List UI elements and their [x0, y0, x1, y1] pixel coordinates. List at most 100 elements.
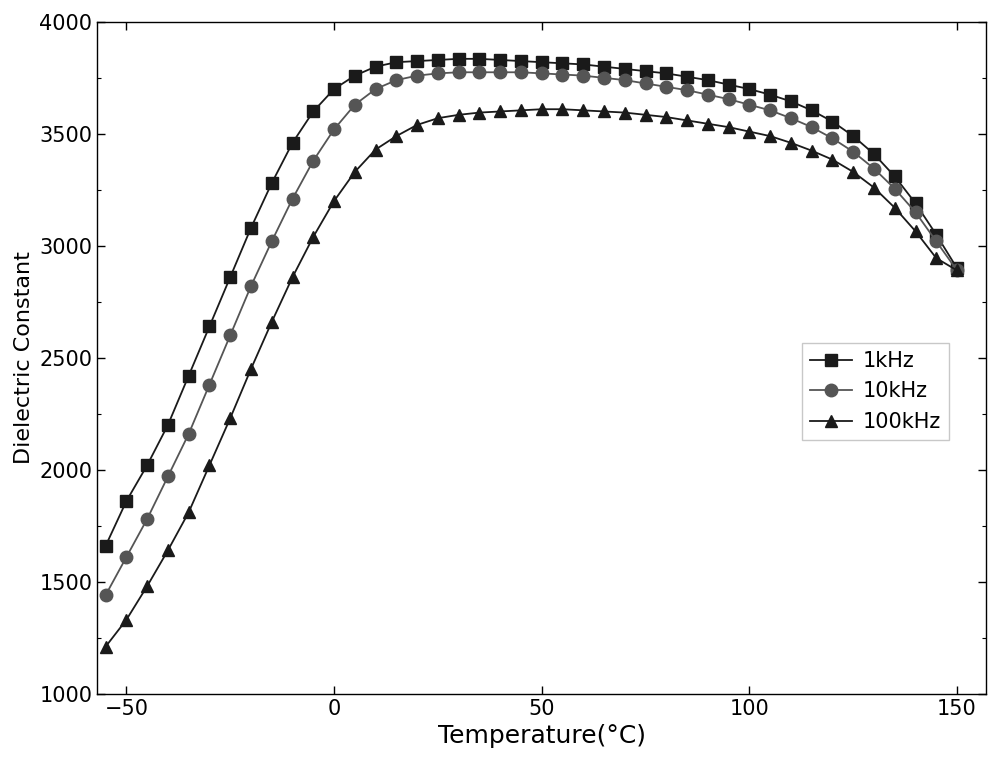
Line: 1kHz: 1kHz	[99, 53, 963, 552]
1kHz	[287, 138, 299, 147]
1kHz	[349, 71, 361, 80]
100kHz	[411, 120, 423, 130]
100kHz	[536, 104, 548, 114]
100kHz	[266, 318, 278, 327]
10kHz	[120, 552, 132, 562]
100kHz	[349, 168, 361, 177]
10kHz	[930, 237, 942, 246]
100kHz	[390, 132, 402, 141]
100kHz	[224, 414, 236, 423]
10kHz	[619, 75, 631, 85]
10kHz	[598, 73, 610, 82]
10kHz	[660, 82, 672, 91]
100kHz	[162, 546, 174, 555]
10kHz	[432, 69, 444, 78]
Line: 100kHz: 100kHz	[99, 103, 963, 653]
1kHz	[390, 58, 402, 67]
10kHz	[328, 125, 340, 134]
1kHz	[889, 172, 901, 181]
100kHz	[328, 197, 340, 206]
10kHz	[266, 237, 278, 246]
100kHz	[141, 581, 153, 591]
1kHz	[930, 230, 942, 239]
10kHz	[162, 472, 174, 481]
10kHz	[473, 68, 485, 77]
100kHz	[910, 227, 922, 236]
10kHz	[390, 75, 402, 85]
1kHz	[681, 72, 693, 82]
100kHz	[183, 507, 195, 517]
10kHz	[100, 591, 112, 600]
1kHz	[100, 541, 112, 550]
10kHz	[743, 100, 755, 109]
1kHz	[432, 56, 444, 65]
10kHz	[723, 94, 735, 104]
100kHz	[868, 183, 880, 192]
10kHz	[910, 208, 922, 217]
Y-axis label: Dielectric Constant: Dielectric Constant	[14, 251, 34, 464]
100kHz	[370, 145, 382, 154]
10kHz	[183, 429, 195, 438]
1kHz	[224, 273, 236, 282]
100kHz	[120, 615, 132, 624]
10kHz	[224, 331, 236, 340]
1kHz	[826, 117, 838, 126]
X-axis label: Temperature(°C): Temperature(°C)	[438, 724, 646, 748]
100kHz	[826, 155, 838, 164]
10kHz	[806, 123, 818, 132]
100kHz	[577, 106, 589, 115]
10kHz	[453, 68, 465, 77]
100kHz	[764, 132, 776, 141]
10kHz	[141, 514, 153, 523]
100kHz	[723, 123, 735, 132]
10kHz	[494, 68, 506, 77]
1kHz	[515, 56, 527, 66]
10kHz	[349, 100, 361, 109]
1kHz	[660, 69, 672, 78]
10kHz	[826, 134, 838, 143]
1kHz	[868, 149, 880, 158]
10kHz	[785, 114, 797, 123]
100kHz	[307, 232, 319, 242]
1kHz	[473, 54, 485, 63]
100kHz	[203, 461, 215, 470]
1kHz	[806, 106, 818, 115]
10kHz	[307, 156, 319, 165]
1kHz	[743, 85, 755, 94]
100kHz	[785, 138, 797, 147]
10kHz	[868, 164, 880, 173]
10kHz	[287, 194, 299, 203]
10kHz	[577, 71, 589, 80]
1kHz	[785, 97, 797, 106]
100kHz	[100, 642, 112, 652]
Legend: 1kHz, 10kHz, 100kHz: 1kHz, 10kHz, 100kHz	[802, 343, 949, 440]
10kHz	[536, 69, 548, 78]
1kHz	[494, 56, 506, 65]
1kHz	[162, 421, 174, 430]
100kHz	[287, 273, 299, 282]
1kHz	[328, 85, 340, 94]
100kHz	[951, 266, 963, 275]
1kHz	[183, 371, 195, 380]
1kHz	[307, 107, 319, 116]
1kHz	[536, 58, 548, 67]
100kHz	[681, 116, 693, 125]
1kHz	[245, 223, 257, 232]
10kHz	[702, 90, 714, 99]
1kHz	[951, 264, 963, 273]
100kHz	[515, 106, 527, 115]
100kHz	[494, 107, 506, 116]
100kHz	[640, 110, 652, 120]
10kHz	[681, 85, 693, 94]
10kHz	[889, 184, 901, 194]
1kHz	[764, 90, 776, 99]
100kHz	[930, 254, 942, 263]
100kHz	[889, 203, 901, 213]
1kHz	[141, 461, 153, 470]
10kHz	[847, 147, 859, 156]
Line: 10kHz: 10kHz	[99, 66, 963, 601]
1kHz	[598, 62, 610, 72]
1kHz	[723, 80, 735, 89]
100kHz	[453, 110, 465, 120]
1kHz	[411, 56, 423, 66]
